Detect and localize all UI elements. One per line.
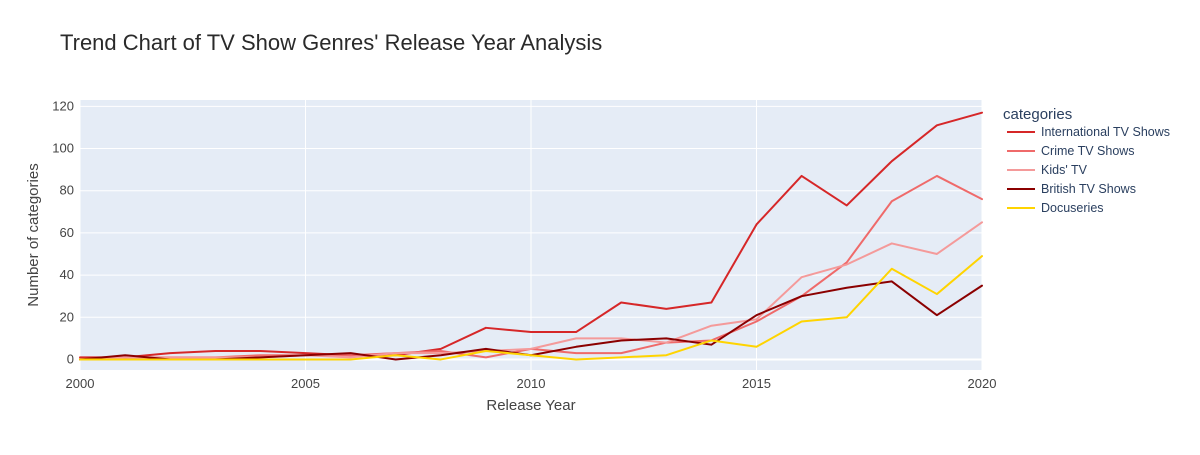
legend-item[interactable]: Kids' TV <box>1007 163 1088 177</box>
x-tick-label: 2020 <box>968 376 997 391</box>
series-line-0 <box>79 111 983 359</box>
x-tick-label: 2000 <box>66 376 95 391</box>
x-axis-ticks: 2000 2005 2010 2015 2020 <box>66 376 997 391</box>
legend-label: British TV Shows <box>1041 182 1136 196</box>
y-axis-label: Number of categories <box>25 163 42 306</box>
legend: categories International TV Shows Crime T… <box>1003 106 1170 215</box>
legend-label: Crime TV Shows <box>1041 144 1135 158</box>
legend-item[interactable]: Crime TV Shows <box>1007 144 1135 158</box>
legend-label: Docuseries <box>1041 201 1104 215</box>
y-tick-label: 40 <box>60 267 74 282</box>
y-tick-label: 0 <box>67 351 74 366</box>
chart-title: Trend Chart of TV Show Genres' Release Y… <box>60 30 602 55</box>
y-tick-label: 80 <box>60 183 74 198</box>
y-axis-ticks: 0 20 40 60 80 100 120 <box>52 98 74 366</box>
y-tick-label: 100 <box>52 141 74 156</box>
legend-label: Kids' TV <box>1041 163 1088 177</box>
legend-title: categories <box>1003 106 1072 123</box>
y-tick-label: 60 <box>60 225 74 240</box>
series-layer <box>79 111 983 361</box>
x-tick-label: 2010 <box>517 376 546 391</box>
y-tick-label: 20 <box>60 309 74 324</box>
legend-label: International TV Shows <box>1041 125 1170 139</box>
legend-item[interactable]: International TV Shows <box>1007 125 1170 139</box>
x-tick-label: 2015 <box>742 376 771 391</box>
y-tick-label: 120 <box>52 98 74 113</box>
legend-item[interactable]: British TV Shows <box>1007 182 1136 196</box>
legend-item[interactable]: Docuseries <box>1007 201 1104 215</box>
series-line-2 <box>79 221 983 361</box>
legend-items: International TV Shows Crime TV Shows Kids… <box>1007 125 1170 215</box>
x-tick-label: 2005 <box>291 376 320 391</box>
series-line-4 <box>79 255 983 361</box>
x-axis-label: Release Year <box>486 397 575 414</box>
